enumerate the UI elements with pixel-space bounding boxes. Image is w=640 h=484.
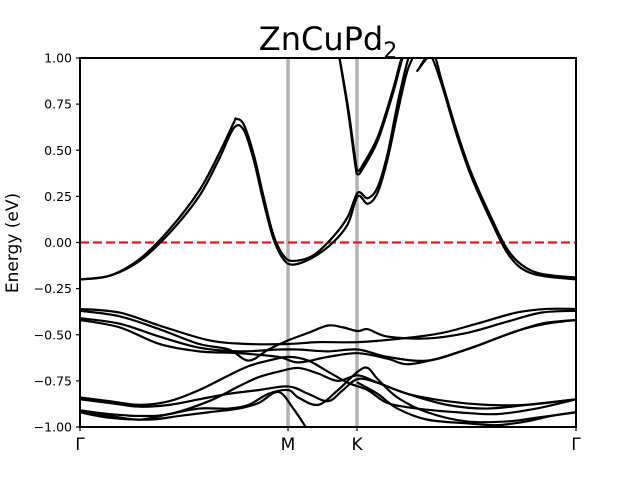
y-tick-label: 0.50 (44, 143, 72, 158)
y-tick-label: 0.75 (44, 97, 72, 112)
band-line (416, 58, 576, 281)
band-line (80, 58, 410, 281)
y-tick-label: 0.00 (44, 235, 72, 250)
y-tick-label: 1.00 (44, 51, 72, 66)
plot-area: 1.00 0.75 0.50 0.25 0.00 −0.25 −0.50 −0.75 −1.00… (34, 51, 582, 456)
band-line (80, 309, 576, 362)
band-line (80, 318, 576, 366)
y-axis-label: Energy (eV) (3, 193, 23, 293)
band-line (80, 366, 576, 424)
band-line (80, 366, 576, 418)
band-line (356, 381, 576, 427)
y-tick-label: −0.75 (34, 373, 72, 388)
band-line (80, 355, 576, 416)
chart-title-main: ZnCuPd (259, 20, 383, 58)
y-tick-label: −0.25 (34, 281, 72, 296)
x-tick-label: M (281, 435, 296, 455)
band-line (418, 58, 576, 279)
chart-title-subscript: 2 (383, 39, 397, 64)
x-tick-label: K (351, 435, 363, 455)
band-line (80, 390, 308, 427)
band-line (80, 307, 576, 346)
band-line (80, 58, 414, 281)
y-tick-label: −1.00 (34, 420, 72, 435)
y-tick-label: −0.50 (34, 327, 72, 342)
band-line (338, 58, 403, 172)
plot-clip-group (80, 58, 576, 427)
x-tick-label: Γ (75, 435, 85, 455)
band-line (80, 377, 576, 408)
x-tick-label: Γ (571, 435, 581, 455)
y-tick-label: 0.25 (44, 189, 72, 204)
